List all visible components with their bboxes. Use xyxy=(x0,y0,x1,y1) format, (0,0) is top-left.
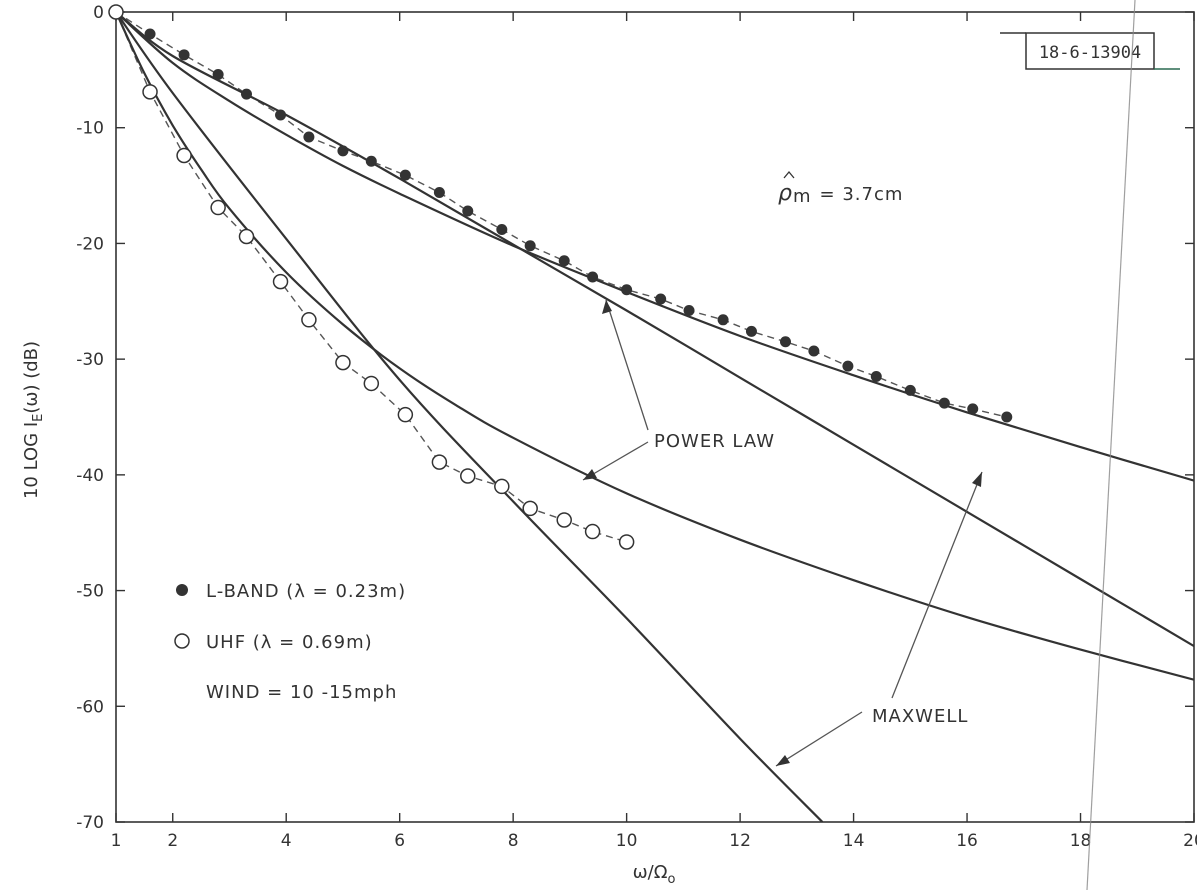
l-band-m-point xyxy=(871,371,882,382)
y-tick-label: -60 xyxy=(76,697,104,717)
l-band-m-point xyxy=(303,131,314,142)
l-band-m-point xyxy=(462,206,473,217)
x-axis-title: ω/Ωo xyxy=(633,862,676,887)
x-axis-title-sub: o xyxy=(667,872,675,887)
x-tick-label: 20 xyxy=(1183,831,1197,851)
stamp-box: 18-6-13904 xyxy=(1000,33,1180,69)
uhf-m-point xyxy=(143,85,157,99)
y-tick-label: -50 xyxy=(76,582,104,602)
l-band-m-point xyxy=(780,336,791,347)
rho-annotation: ρm = 3.7cm xyxy=(778,181,903,207)
legend: L-BAND (λ = 0.23m) UHF (λ = 0.69m) WIND … xyxy=(175,581,406,703)
x-tick-label: 10 xyxy=(616,831,638,851)
x-tick-label: 8 xyxy=(508,831,519,851)
x-tick-label: 6 xyxy=(394,831,405,851)
arrows xyxy=(583,300,982,766)
maxwell-curve xyxy=(116,12,1194,646)
uhf-m-point xyxy=(495,479,509,493)
x-tick-label: 14 xyxy=(843,831,865,851)
arrow-maxwell-lower xyxy=(776,712,862,766)
arrowhead-maxwell-lower xyxy=(776,755,790,766)
y-tick-label: 0 xyxy=(93,3,104,23)
x-tick-label: 16 xyxy=(956,831,978,851)
uhf-m-point xyxy=(239,229,253,243)
l-band-m-point xyxy=(434,187,445,198)
x-tick-label: 1 xyxy=(111,831,122,851)
l-band-m-dashed-line xyxy=(116,12,1007,417)
l-band-m-point xyxy=(400,170,411,181)
y-tick-label: -30 xyxy=(76,350,104,370)
wind-label: WIND = 10 -15mph xyxy=(206,682,397,703)
x-tick-label: 2 xyxy=(167,831,178,851)
l-band-m-point xyxy=(905,385,916,396)
arrowhead-maxwell-upper xyxy=(972,472,982,487)
legend-uhf-label: UHF (λ = 0.69m) xyxy=(206,632,373,653)
l-band-m-point xyxy=(684,305,695,316)
y-axis-title-sub: E xyxy=(31,414,46,422)
l-band-m-point xyxy=(241,89,252,100)
uhf-m-point xyxy=(586,525,600,539)
l-band-m-point xyxy=(1001,412,1012,423)
x-tick-label: 4 xyxy=(281,831,292,851)
y-axis-title-main: 10 LOG I xyxy=(21,422,42,499)
l-band-m-point xyxy=(145,28,156,39)
x-axis-title-main: ω/Ω xyxy=(633,862,668,883)
legend-open-marker xyxy=(175,634,189,648)
l-band-m-point xyxy=(967,403,978,414)
maxwell-label: MAXWELL xyxy=(872,706,968,727)
l-band-m-point xyxy=(587,271,598,282)
uhf-m-point xyxy=(432,455,446,469)
power-law-curve xyxy=(116,12,1194,481)
power-law-label: POWER LAW xyxy=(654,431,775,452)
uhf-m-point xyxy=(364,376,378,390)
uhf-m-dashed-line xyxy=(116,12,627,542)
arrow-maxwell-upper xyxy=(892,472,982,698)
x-tick-label: 18 xyxy=(1070,831,1092,851)
rho-hat xyxy=(784,172,794,178)
y-axis-title-tail: (ω) (dB) xyxy=(21,341,42,414)
uhf-m-point xyxy=(523,501,537,515)
y-tick-label: -40 xyxy=(76,466,104,486)
stamp-text: 18-6-13904 xyxy=(1039,43,1141,63)
l-band-m-point xyxy=(808,346,819,357)
uhf-m-point xyxy=(177,148,191,162)
l-band-m-point xyxy=(496,224,507,235)
l-band-m-point xyxy=(275,109,286,120)
l-band-m-point xyxy=(655,293,666,304)
l-band-m-point xyxy=(621,284,632,295)
axes: 124681012141618200-10-20-30-40-50-60-70 xyxy=(76,3,1197,851)
y-tick-label: -70 xyxy=(76,813,104,833)
uhf-m-point xyxy=(109,5,123,19)
uhf-m-point xyxy=(620,535,634,549)
l-band-m-point xyxy=(746,326,757,337)
l-band-m-point xyxy=(179,49,190,60)
l-band-m-point xyxy=(718,314,729,325)
l-band-m-point xyxy=(525,240,536,251)
uhf-m-point xyxy=(274,275,288,289)
rho-value: = 3.7cm xyxy=(820,184,904,205)
y-tick-label: -10 xyxy=(76,119,104,139)
l-band-m-point xyxy=(939,398,950,409)
l-band-m-point xyxy=(366,156,377,167)
legend-l-band-label: L-BAND (λ = 0.23m) xyxy=(206,581,406,602)
uhf-m-point xyxy=(336,356,350,370)
x-tick-label: 12 xyxy=(729,831,751,851)
data-points xyxy=(109,5,1012,549)
uhf-m-point xyxy=(302,313,316,327)
y-tick-label: -20 xyxy=(76,234,104,254)
l-band-m-point xyxy=(337,145,348,156)
scan-crease-line xyxy=(1087,0,1135,890)
l-band-m-point xyxy=(213,69,224,80)
rho-symbol: ρ xyxy=(778,181,793,206)
uhf-m-point xyxy=(211,201,225,215)
l-band-m-point xyxy=(559,255,570,266)
rho-subscript: m xyxy=(793,186,812,207)
uhf-m-point xyxy=(461,469,475,483)
y-axis-title: 10 LOG IE(ω) (dB) xyxy=(21,341,46,499)
uhf-m-point xyxy=(557,513,571,527)
l-band-m-point xyxy=(842,361,853,372)
legend-filled-marker xyxy=(176,584,188,596)
uhf-m-point xyxy=(398,408,412,422)
